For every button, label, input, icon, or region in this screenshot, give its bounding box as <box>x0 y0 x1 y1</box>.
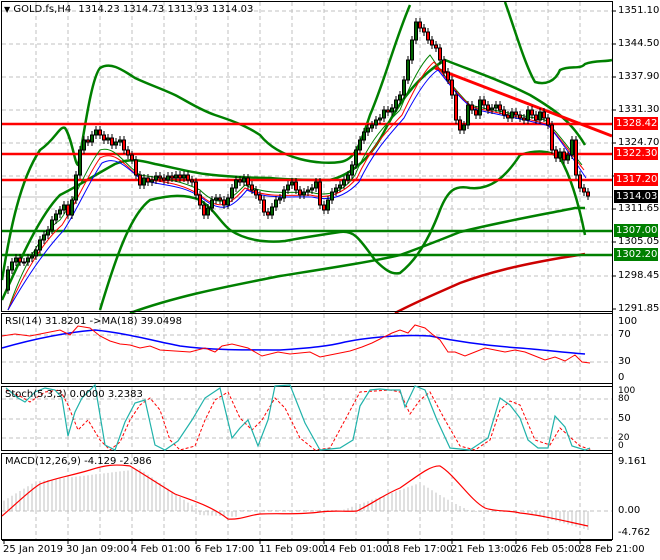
bollinger-bands <box>0 1 613 311</box>
rsi-ma-line <box>1 329 586 355</box>
price-tick: 1344.50 <box>618 38 660 49</box>
rsi-panel <box>1 313 613 384</box>
descending-trendline <box>434 66 613 138</box>
support-resistance-lines <box>2 122 612 257</box>
rsi-tick: 100 <box>618 316 638 327</box>
stoch-tick: 20 <box>618 433 630 443</box>
price-tick: 1324.70 <box>618 137 660 148</box>
stoch-main-line <box>5 383 591 451</box>
time-label: 25 Jan 2019 <box>3 544 63 555</box>
resistance-price-tag: 1317.20 <box>614 173 658 186</box>
support-price-tag: 1307.00 <box>614 224 658 237</box>
stoch-label: Stoch(5,3,3) 0.0000 3.2383 <box>5 389 143 400</box>
time-label: 28 Feb 21:00 <box>579 544 645 555</box>
stoch-tick: 50 <box>618 413 631 424</box>
macd-panel <box>1 453 613 540</box>
current-price-tag: 1314.03 <box>614 190 658 203</box>
time-label: 6 Feb 17:00 <box>195 544 255 555</box>
time-label: 30 Jan 09:00 <box>66 544 130 555</box>
ohlc-values: 1314.23 1314.73 1313.93 1314.03 <box>78 4 254 15</box>
macd-tick: 9.161 <box>618 456 647 467</box>
triangle-down-icon[interactable]: ▼ <box>4 5 11 14</box>
rsi-line <box>1 324 591 364</box>
time-label: 4 Feb 01:00 <box>131 544 191 555</box>
price-tick: 1298.45 <box>618 270 660 281</box>
time-label: 26 Feb 05:00 <box>515 544 581 555</box>
stochastic-panel <box>1 383 613 451</box>
price-tick: 1311.65 <box>618 203 660 214</box>
stoch-tick: 100 <box>618 386 636 396</box>
symbol-label: GOLD.fs,H4 <box>13 4 72 15</box>
rsi-tick: 0 <box>618 372 625 383</box>
rsi-tick: 30 <box>618 356 631 367</box>
resistance-price-tag: 1322.30 <box>614 147 658 160</box>
main-grid <box>2 2 612 311</box>
macd-histogram <box>3 469 589 531</box>
price-tick: 1337.90 <box>618 71 660 82</box>
price-tick: 1331.30 <box>618 104 660 115</box>
long-moving-averages <box>129 206 586 315</box>
time-label: 21 Feb 13:00 <box>451 544 517 555</box>
stoch-signal-line <box>5 389 593 451</box>
time-label: 14 Feb 01:00 <box>323 544 389 555</box>
time-label: 11 Feb 09:00 <box>259 544 325 555</box>
rsi-tick: 70 <box>618 329 631 340</box>
support-price-tag: 1302.20 <box>614 248 658 261</box>
chart-header: ▼ GOLD.fs,H4 1314.23 1314.73 1313.93 131… <box>4 4 253 15</box>
macd-label: MACD(12,26,9) -4.129 -2.986 <box>5 456 152 467</box>
price-tick: 1351.10 <box>618 5 660 16</box>
time-label: 18 Feb 17:00 <box>387 544 453 555</box>
stoch-tick: 0 <box>618 441 624 451</box>
macd-tick: 0.00 <box>618 505 641 516</box>
price-tick: 1305.05 <box>618 236 660 247</box>
rsi-label: RSI(14) 31.8201 ->MA(18) 39.0498 <box>5 316 182 327</box>
price-tick: 1291.85 <box>618 303 660 314</box>
resistance-price-tag: 1328.42 <box>614 117 658 130</box>
stoch-tick: 80 <box>618 394 630 404</box>
macd-tick: -4.762 <box>618 527 651 538</box>
candlesticks <box>6 18 590 294</box>
macd-signal-line <box>1 464 589 527</box>
